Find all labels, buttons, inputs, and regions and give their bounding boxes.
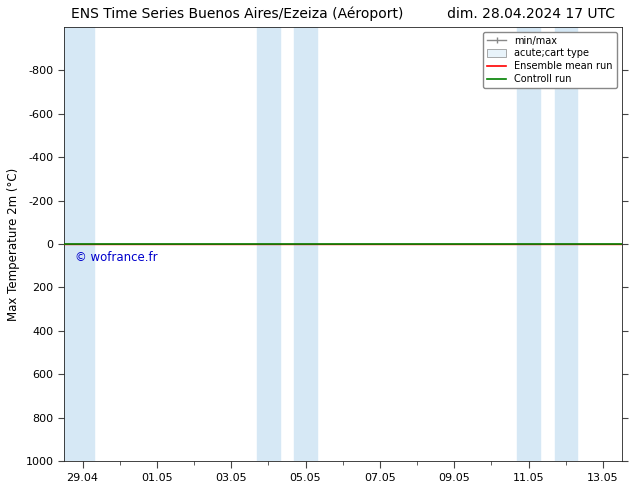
Legend: min/max, acute;cart type, Ensemble mean run, Controll run: min/max, acute;cart type, Ensemble mean … — [483, 32, 617, 88]
Y-axis label: Max Temperature 2m (°C): Max Temperature 2m (°C) — [7, 168, 20, 320]
Bar — [555, 27, 577, 461]
Text: © wofrance.fr: © wofrance.fr — [75, 250, 158, 264]
Bar — [64, 27, 94, 461]
Bar — [294, 27, 317, 461]
Title: ENS Time Series Buenos Aires/Ezeiza (Aéroport)          dim. 28.04.2024 17 UTC: ENS Time Series Buenos Aires/Ezeiza (Aér… — [71, 7, 615, 22]
Bar — [517, 27, 540, 461]
Bar — [257, 27, 280, 461]
